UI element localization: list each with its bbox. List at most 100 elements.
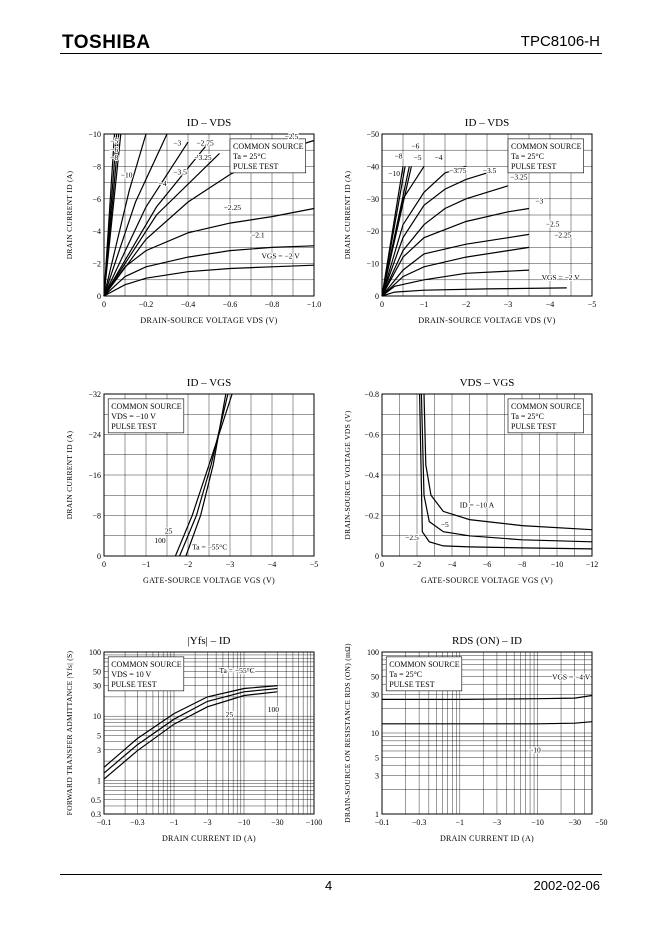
legend-line: Ta = 25°C bbox=[233, 152, 266, 161]
series-line bbox=[103, 133, 168, 297]
curve-label: −6 bbox=[110, 145, 118, 154]
legend-line: COMMON SOURCE bbox=[111, 402, 182, 411]
chart-rds-id: RDS (ON) – ID −0.1 −0.3 −1 −3 −10 −30 −50 1 3 5 10 3… bbox=[343, 635, 608, 843]
curve-label: −10 bbox=[388, 169, 400, 178]
legend-line: PULSE TEST bbox=[111, 422, 157, 431]
legend-line: Ta = 25°C bbox=[511, 412, 544, 421]
x-tick-label: −6 bbox=[483, 560, 492, 569]
x-tick-label: 0 bbox=[102, 300, 106, 309]
x-tick-label: −0.6 bbox=[223, 300, 238, 309]
y-tick-label: 50 bbox=[371, 672, 379, 681]
series-line bbox=[382, 694, 593, 701]
plot-frame bbox=[381, 651, 593, 815]
curve-label: 100 bbox=[154, 536, 166, 545]
curve-label: −5 bbox=[441, 520, 449, 529]
y-tick-label: 5 bbox=[97, 732, 101, 741]
series-line bbox=[103, 691, 278, 780]
y-tick-label: −0.8 bbox=[364, 390, 379, 399]
chart-title: VDS – VGS bbox=[460, 377, 515, 389]
x-axis-label: GATE-SOURCE VOLTAGE VGS (V) bbox=[421, 576, 553, 585]
y-tick-label: 0 bbox=[97, 292, 101, 301]
legend-line: COMMON SOURCE bbox=[511, 142, 582, 151]
y-axis-label: DRAIN CURRENT ID (A) bbox=[65, 431, 74, 520]
series-group bbox=[174, 393, 233, 557]
series-line bbox=[103, 687, 278, 774]
curve-label: VGS = −2 V bbox=[262, 252, 301, 261]
y-tick-label: −0.2 bbox=[364, 512, 379, 521]
curve-label: −3.25 bbox=[510, 172, 528, 181]
chart-id-vgs: ID – VGS 0 −1 −2 −3 −4 −5 0 −8 −16 −24 −32 GATE-SOUR… bbox=[65, 377, 318, 585]
x-tick-label: −0.2 bbox=[139, 300, 154, 309]
series-line bbox=[419, 393, 593, 550]
y-axis-label: DRAIN-SOURCE VOLTAGE VDS (V) bbox=[343, 410, 352, 539]
curve-label: −3 bbox=[535, 197, 543, 206]
curve-label: −3.75 bbox=[449, 166, 467, 175]
series-line bbox=[103, 207, 315, 297]
curve-label: −2.5 bbox=[546, 219, 560, 228]
curve-label: VGS = −2 V bbox=[542, 273, 581, 282]
curve-label: −4 bbox=[435, 153, 443, 162]
x-tick-label: −2 bbox=[184, 560, 193, 569]
plot-frame bbox=[103, 651, 315, 815]
curve-label: Ta = −55°C bbox=[220, 666, 255, 675]
x-tick-label: −2 bbox=[462, 300, 471, 309]
legend-line: Ta = 25°C bbox=[511, 152, 544, 161]
y-tick-label: −4 bbox=[92, 227, 101, 236]
y-tick-label: −32 bbox=[88, 390, 101, 399]
curve-label: −3 bbox=[173, 138, 181, 147]
part-number: TPC8106-H bbox=[520, 33, 600, 50]
x-tick-label: −10 bbox=[551, 560, 564, 569]
legend-box bbox=[385, 656, 463, 692]
y-tick-label: −10 bbox=[366, 260, 379, 269]
x-tick-label: −3 bbox=[493, 818, 502, 827]
series-group bbox=[381, 165, 567, 297]
chart-title: |Yfs| – ID bbox=[188, 635, 231, 647]
chart-title: ID – VDS bbox=[465, 117, 509, 129]
series-line bbox=[381, 269, 530, 297]
legend-line: PULSE TEST bbox=[389, 680, 435, 689]
x-axis-label: DRAIN-SOURCE VOLTAGE VDS (V) bbox=[140, 316, 277, 325]
x-tick-label: 0 bbox=[380, 300, 384, 309]
x-tick-label: −1 bbox=[420, 300, 429, 309]
series-line bbox=[103, 685, 278, 768]
series-group bbox=[382, 694, 593, 725]
curve-label: −5 bbox=[414, 153, 422, 162]
curve-label: −2.5 bbox=[285, 132, 299, 141]
curve-label: −5 bbox=[110, 137, 118, 146]
x-tick-label: −10 bbox=[238, 818, 251, 827]
legend-line: PULSE TEST bbox=[233, 162, 279, 171]
curve-label: −2.25 bbox=[224, 203, 242, 212]
y-tick-label: −50 bbox=[366, 130, 379, 139]
y-tick-label: −8 bbox=[92, 162, 101, 171]
curve-label: −2.25 bbox=[554, 231, 572, 240]
x-tick-label: −8 bbox=[518, 560, 527, 569]
x-tick-label: −10 bbox=[531, 818, 544, 827]
series-line bbox=[420, 393, 593, 543]
series-group bbox=[103, 685, 278, 780]
y-tick-label: −20 bbox=[366, 227, 379, 236]
x-tick-label: −2 bbox=[413, 560, 422, 569]
legend-line: PULSE TEST bbox=[111, 680, 157, 689]
series-line bbox=[381, 166, 425, 297]
series-line bbox=[381, 233, 530, 297]
page-number: 4 bbox=[325, 878, 333, 893]
curve-label: 25 bbox=[165, 526, 173, 535]
grid bbox=[381, 133, 593, 297]
y-tick-label: 10 bbox=[93, 712, 101, 721]
y-axis-label: DRAIN-SOURCE ON RESISTANCE RDS (ON) (mΩ) bbox=[343, 643, 352, 823]
series-line bbox=[381, 246, 530, 297]
x-tick-label: −0.3 bbox=[130, 818, 145, 827]
y-tick-label: 50 bbox=[93, 667, 101, 676]
x-tick-label: −1 bbox=[142, 560, 151, 569]
x-tick-label: −30 bbox=[271, 818, 284, 827]
series-line bbox=[103, 141, 189, 297]
curve-label: −4 bbox=[159, 179, 167, 188]
y-tick-label: −24 bbox=[88, 431, 101, 440]
x-tick-label: −3 bbox=[504, 300, 513, 309]
chart-title: RDS (ON) – ID bbox=[452, 635, 522, 647]
legend-box bbox=[507, 398, 584, 434]
x-tick-label: −0.1 bbox=[97, 818, 112, 827]
curve-label: Ta = −55°C bbox=[192, 543, 227, 552]
x-tick-label: 0 bbox=[102, 560, 106, 569]
y-tick-label: 100 bbox=[89, 648, 101, 657]
